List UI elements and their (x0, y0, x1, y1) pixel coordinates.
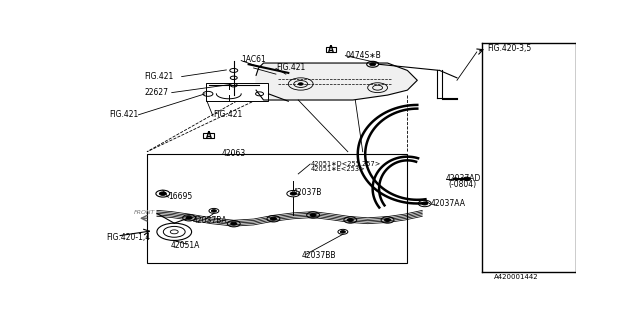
Bar (207, 83, 269, 101)
Circle shape (463, 177, 470, 180)
Circle shape (291, 192, 296, 195)
Text: 42063: 42063 (221, 149, 246, 158)
Text: FIG.421: FIG.421 (276, 63, 305, 72)
Circle shape (340, 231, 346, 233)
Polygon shape (256, 63, 417, 100)
Text: (-0804): (-0804) (448, 180, 476, 189)
Circle shape (454, 178, 458, 180)
Text: 42051A: 42051A (171, 241, 200, 250)
Text: FIG.420-3,5: FIG.420-3,5 (488, 44, 532, 53)
Text: FIG.421: FIG.421 (109, 110, 138, 119)
Text: 1AC61: 1AC61 (241, 55, 266, 64)
Text: FIG.421: FIG.421 (145, 72, 173, 81)
Text: 42037AD: 42037AD (446, 174, 481, 183)
Circle shape (310, 213, 316, 217)
Circle shape (422, 202, 428, 205)
Text: 42051∗D<255,257>: 42051∗D<255,257> (310, 161, 381, 167)
Text: A: A (205, 131, 211, 140)
Text: 42051∗E<253>: 42051∗E<253> (310, 166, 365, 172)
Bar (203, 133, 214, 138)
Text: A: A (328, 45, 334, 54)
Text: FRONT: FRONT (134, 210, 155, 215)
Text: 0474S∗B: 0474S∗B (346, 51, 381, 60)
Circle shape (271, 217, 276, 220)
Circle shape (370, 63, 376, 66)
Circle shape (211, 210, 216, 212)
Text: FIG.420-1,4: FIG.420-1,4 (106, 233, 150, 242)
Circle shape (348, 219, 353, 221)
Text: 42037BB: 42037BB (301, 251, 336, 260)
Circle shape (385, 219, 390, 221)
Text: FIG.421: FIG.421 (213, 110, 242, 119)
Text: 42037BA: 42037BA (193, 216, 228, 225)
Text: 22627: 22627 (145, 88, 168, 97)
Text: A420001442: A420001442 (493, 274, 538, 280)
Bar (326, 46, 337, 52)
Text: 16695: 16695 (168, 192, 193, 201)
Circle shape (298, 83, 303, 85)
Bar (147, 154, 408, 263)
Circle shape (231, 222, 237, 225)
Text: 42037AA: 42037AA (430, 199, 465, 209)
Text: 42037B: 42037B (292, 188, 322, 197)
Circle shape (186, 216, 192, 219)
Circle shape (159, 192, 166, 195)
